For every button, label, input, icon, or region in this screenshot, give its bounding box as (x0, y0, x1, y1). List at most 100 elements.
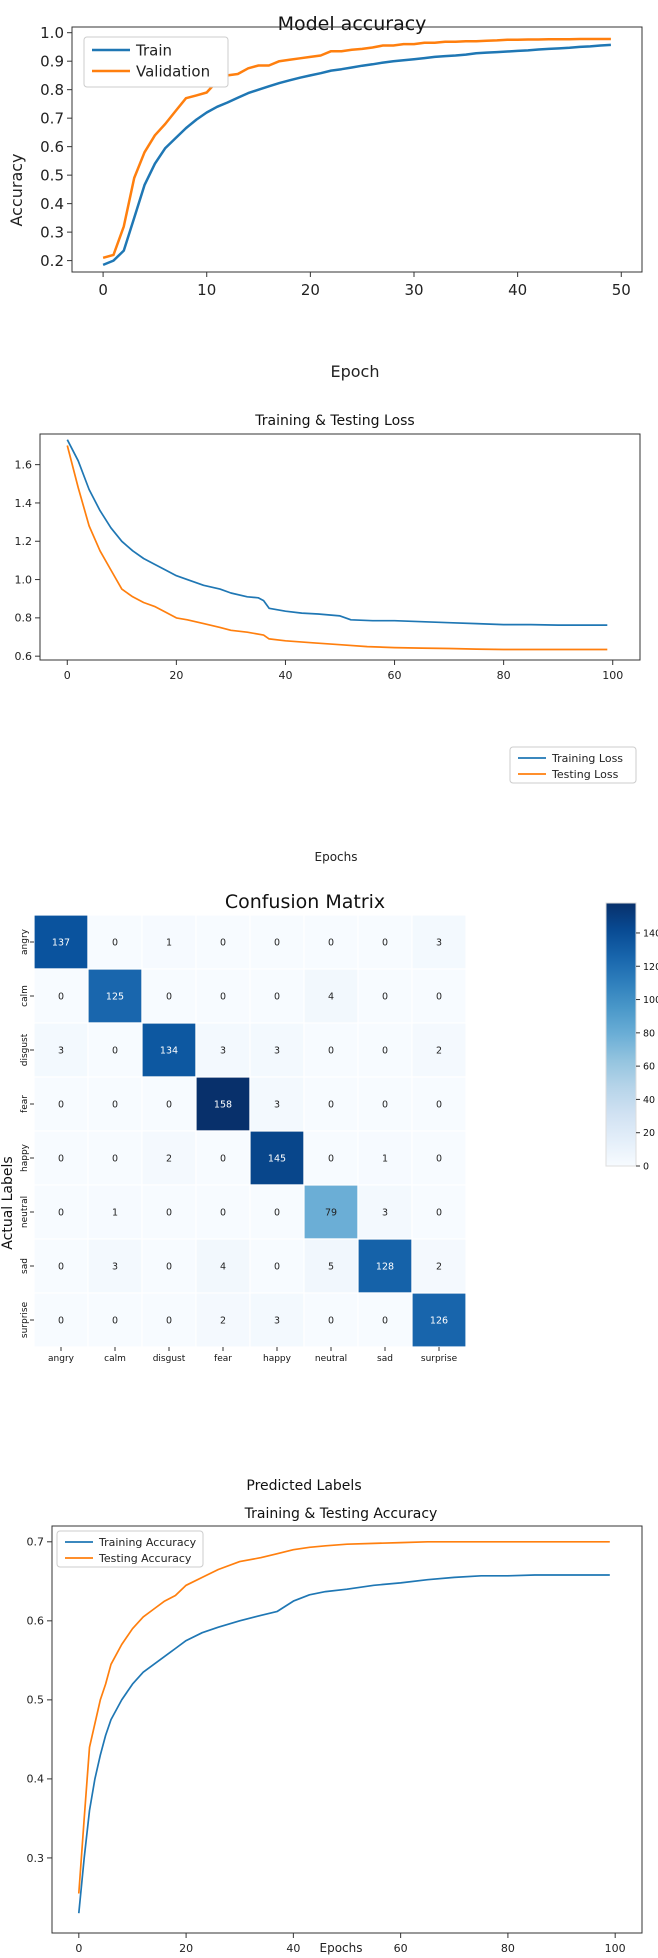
series-line-training-loss (66, 439, 608, 626)
matrix-cell-value: 0 (436, 1100, 442, 1111)
matrix-cell: 125 (87, 968, 143, 1024)
x-category-label: calm (104, 1354, 126, 1364)
legend-label: Train (135, 41, 172, 59)
x-tick-label: 10 (197, 281, 216, 299)
y-tick-label: 0.5 (40, 166, 64, 184)
matrix-cell-value: 0 (382, 1100, 388, 1111)
matrix-cell-value: 0 (112, 938, 118, 949)
x-tick-label: 0 (75, 1942, 82, 1955)
matrix-cell-fill (141, 1238, 197, 1294)
y-category-label: fear (20, 1095, 30, 1113)
matrix-cell-fill (303, 1022, 359, 1078)
matrix-cell-value: 0 (166, 992, 172, 1003)
x-tick-label: 40 (508, 281, 527, 299)
matrix-cell: 0 (87, 1130, 143, 1186)
matrix-cell-value: 158 (214, 1100, 232, 1111)
matrix-cell-fill (141, 914, 197, 970)
y-axis-ticks: 0.2 0.3 0.4 0.5 0.6 0.7 0.8 0.9 1.0 (40, 24, 72, 270)
matrix-cell: 0 (87, 914, 143, 970)
matrix-cell-fill (249, 968, 305, 1024)
plot-frame (51, 1525, 643, 1934)
matrix-cell-value: 0 (328, 1154, 334, 1165)
matrix-cell-value: 0 (166, 1262, 172, 1273)
y-tick-label: 1.0 (40, 24, 64, 42)
matrix-cell: 137 (33, 914, 89, 970)
matrix-cell-value: 0 (382, 938, 388, 949)
y-tick-label: 0.6 (40, 138, 64, 156)
y-axis-label: Actual Labels (0, 1156, 16, 1249)
chart-title: Training & Testing Accuracy (244, 1506, 438, 1522)
matrix-cell: 0 (195, 914, 251, 970)
matrix-cell: 2 (411, 1238, 467, 1294)
matrix-cell-fill (87, 1292, 143, 1348)
matrix-cell-value: 0 (220, 938, 226, 949)
matrix-cell-fill (411, 1292, 467, 1348)
matrix-cell: 0 (357, 914, 413, 970)
matrix-cell-value: 0 (274, 938, 280, 949)
matrix-cell-value: 3 (58, 1046, 64, 1057)
colorbar-tick-label: 20 (643, 1128, 655, 1139)
x-tick-label: 40 (286, 1942, 300, 1955)
colorbar-tick-label: 40 (643, 1095, 655, 1106)
matrix-cell-value: 145 (268, 1154, 286, 1165)
matrix-cell-fill (195, 1184, 251, 1240)
matrix-cell: 5 (303, 1238, 359, 1294)
matrix-cell: 0 (141, 1238, 197, 1294)
matrix-cell-value: 4 (220, 1262, 226, 1273)
matrix-cell: 3 (33, 1022, 89, 1078)
x-category-label: neutral (315, 1354, 347, 1364)
matrix-cell: 0 (33, 968, 89, 1024)
matrix-cell-fill (195, 1022, 251, 1078)
y-tick-label: 0.2 (40, 252, 64, 270)
matrix-cell: 0 (303, 1076, 359, 1132)
matrix-cell: 0 (141, 1184, 197, 1240)
matrix-cell: 0 (87, 1292, 143, 1348)
x-tick-label: 80 (501, 1942, 515, 1955)
matrix-cell-fill (249, 1184, 305, 1240)
matrix-cell-value: 126 (430, 1316, 448, 1327)
x-category-label: happy (263, 1354, 292, 1364)
matrix-cell-value: 137 (52, 938, 70, 949)
matrix-cell-value: 0 (436, 1208, 442, 1219)
matrix-cell-fill (33, 1238, 89, 1294)
matrix-cell-value: 1 (112, 1208, 118, 1219)
matrix-cell: 2 (411, 1022, 467, 1078)
chart-title: Model accuracy (278, 13, 427, 35)
matrix-cell-value: 0 (58, 1208, 64, 1219)
matrix-cell-value: 3 (274, 1046, 280, 1057)
matrix-cell: 0 (249, 1184, 305, 1240)
series-line-training-accuracy (77, 1574, 610, 1914)
matrix-cell-value: 0 (112, 1046, 118, 1057)
matrix-cell: 0 (33, 1184, 89, 1240)
matrix-cell-value: 0 (58, 992, 64, 1003)
matrix-cell: 0 (87, 1076, 143, 1132)
colorbar-tick-label: 60 (643, 1062, 655, 1073)
y-category-label: happy (20, 1143, 30, 1172)
x-tick-label: 40 (278, 669, 292, 682)
y-category-label: angry (20, 928, 30, 955)
matrix-cell-fill (87, 914, 143, 970)
matrix-cell-fill (195, 1238, 251, 1294)
matrix-cell: 0 (141, 1292, 197, 1348)
legend-box (56, 1530, 204, 1568)
matrix-cell-value: 0 (436, 1154, 442, 1165)
matrix-cell-value: 125 (106, 992, 124, 1003)
matrix-cell: 79 (303, 1184, 359, 1240)
matrix-cell-value: 0 (220, 992, 226, 1003)
series-lines (102, 37, 611, 267)
model-accuracy-chart: Model accuracy 0.2 0.3 0.4 0.5 0.6 0.7 0.8 0.9 1… (7, 13, 643, 381)
matrix-cell-value: 0 (220, 1154, 226, 1165)
x-tick-label: 80 (497, 669, 511, 682)
x-axis-label: Predicted Labels (246, 1478, 361, 1494)
matrix-cell-value: 5 (328, 1262, 334, 1273)
y-tick-label: 0.7 (40, 109, 64, 127)
x-tick-label: 50 (612, 281, 631, 299)
y-axis-label: Accuracy (7, 153, 26, 226)
x-tick-label: 0 (98, 281, 108, 299)
matrix-cell-fill (357, 1130, 413, 1186)
x-category-label: fear (214, 1354, 232, 1364)
matrix-cell-fill (87, 1022, 143, 1078)
matrix-cell: 0 (195, 1184, 251, 1240)
plot-border (71, 26, 643, 273)
matrix-cell: 0 (249, 968, 305, 1024)
